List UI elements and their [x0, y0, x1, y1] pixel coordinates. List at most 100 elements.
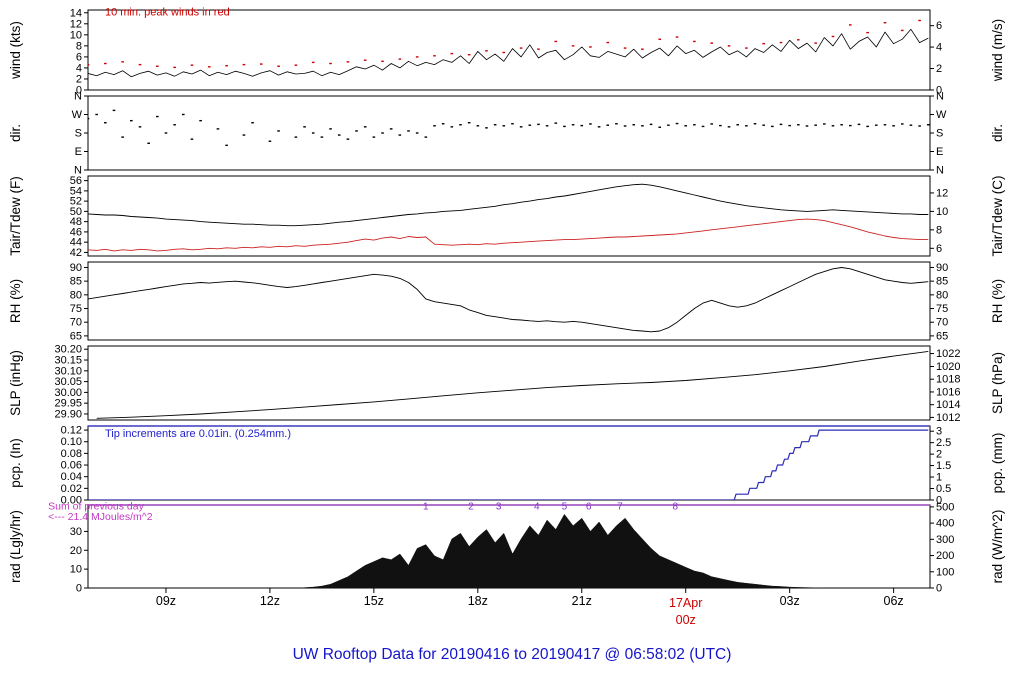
svg-text:1014: 1014 [936, 399, 960, 411]
svg-text:1022: 1022 [936, 348, 960, 360]
svg-text:300: 300 [936, 534, 954, 546]
svg-text:W: W [72, 109, 83, 121]
x-tick-label: 12z [260, 594, 280, 608]
svg-text:44: 44 [70, 237, 82, 249]
svg-text:1018: 1018 [936, 374, 960, 386]
svg-text:65: 65 [936, 330, 948, 342]
svg-text:1.5: 1.5 [936, 460, 951, 472]
svg-text:6: 6 [76, 51, 82, 63]
x-tick-label: 00z [676, 613, 696, 627]
series-wind-speed [88, 28, 929, 78]
svg-text:E: E [75, 146, 82, 158]
svg-text:W: W [936, 109, 947, 121]
annotation: Sum of previous day [48, 501, 144, 513]
annotation: Tip increments are 0.01in. (0.254mm.) [105, 428, 291, 440]
panel-pcp: 0.000.020.040.060.080.100.12 00.511.522.5… [8, 425, 1005, 507]
svg-text:400: 400 [936, 518, 954, 530]
svg-text:12: 12 [936, 187, 948, 199]
svg-text:75: 75 [70, 303, 82, 315]
svg-text:0.12: 0.12 [61, 425, 82, 437]
svg-text:N: N [74, 165, 82, 177]
svg-text:0: 0 [936, 583, 942, 595]
x-tick-label: 03z [780, 594, 800, 608]
svg-text:10: 10 [70, 29, 82, 41]
svg-text:3: 3 [936, 426, 942, 438]
svg-text:100: 100 [936, 566, 954, 578]
svg-text:S: S [75, 128, 82, 140]
axis-label-left-temp: Tair/Tdew (F) [8, 176, 23, 256]
series-precipitation [88, 429, 929, 500]
svg-text:80: 80 [936, 289, 948, 301]
svg-text:N: N [936, 91, 944, 103]
series-dew-point [88, 218, 929, 252]
axis-label-right-wind: wind (m/s) [990, 19, 1005, 82]
svg-text:56: 56 [70, 175, 82, 187]
annotation: 4 [534, 502, 540, 513]
svg-text:14: 14 [70, 7, 82, 19]
svg-text:N: N [74, 91, 82, 103]
panel-frame-slp [87, 345, 931, 421]
svg-text:30.00: 30.00 [54, 387, 82, 399]
svg-text:8: 8 [76, 40, 82, 52]
axis-label-left-wind: wind (kts) [8, 21, 23, 80]
svg-text:6: 6 [936, 243, 942, 255]
annotation: 2 [468, 502, 474, 513]
svg-text:S: S [936, 128, 943, 140]
svg-text:30.10: 30.10 [54, 365, 82, 377]
svg-text:2: 2 [76, 73, 82, 85]
axis-label-left-rad: rad (Lgly/hr) [8, 510, 23, 583]
annotation: <--- 21.4 MJoules/m^2 [48, 511, 153, 523]
series-wind-direction [88, 109, 930, 147]
svg-text:0.04: 0.04 [61, 471, 82, 483]
svg-text:30.20: 30.20 [54, 344, 82, 356]
svg-text:65: 65 [70, 330, 82, 342]
axis-label-left-dir: dir. [8, 124, 23, 142]
svg-text:70: 70 [70, 317, 82, 329]
svg-text:29.90: 29.90 [54, 408, 82, 420]
svg-text:4: 4 [936, 42, 942, 54]
svg-text:85: 85 [70, 276, 82, 288]
svg-text:E: E [936, 146, 943, 158]
svg-text:30.05: 30.05 [54, 376, 82, 388]
svg-text:0.06: 0.06 [61, 460, 82, 472]
x-tick-label: 06z [884, 594, 904, 608]
panel-frame-rh [87, 261, 931, 341]
svg-text:2: 2 [936, 63, 942, 75]
svg-text:30.15: 30.15 [54, 355, 82, 367]
axis-label-right-pcp: pcp. (mm) [990, 433, 1005, 494]
svg-text:2.5: 2.5 [936, 437, 951, 449]
annotation: 6 [586, 502, 592, 513]
svg-text:48: 48 [70, 216, 82, 228]
annotation: 1 [423, 502, 429, 513]
series-relative-humidity [88, 267, 929, 333]
series-peak-wind [88, 19, 921, 69]
axis-label-left-pcp: pcp. (In) [8, 438, 23, 488]
svg-text:1020: 1020 [936, 361, 960, 373]
svg-text:90: 90 [70, 262, 82, 274]
annotation: 5 [562, 502, 568, 513]
svg-text:8: 8 [936, 224, 942, 236]
svg-text:N: N [936, 165, 944, 177]
svg-text:29.95: 29.95 [54, 398, 82, 410]
svg-text:12: 12 [70, 18, 82, 30]
annotation: 7 [617, 502, 623, 513]
x-axis: 09z 12z 15z 18z 21z 17Apr 00z 03z 06z [156, 588, 904, 627]
svg-text:90: 90 [936, 262, 948, 274]
svg-text:1012: 1012 [936, 412, 960, 424]
svg-text:0.5: 0.5 [936, 483, 951, 495]
x-tick-label: 21z [572, 594, 592, 608]
svg-text:10: 10 [70, 564, 82, 576]
svg-text:1: 1 [936, 472, 942, 484]
svg-text:75: 75 [936, 303, 948, 315]
svg-text:0: 0 [936, 85, 942, 97]
panel-slp: 29.9029.9530.0030.0530.1030.1530.2010121… [8, 344, 1005, 424]
svg-text:50: 50 [70, 206, 82, 218]
svg-text:30: 30 [70, 526, 82, 538]
series-air-temperature [88, 183, 929, 227]
